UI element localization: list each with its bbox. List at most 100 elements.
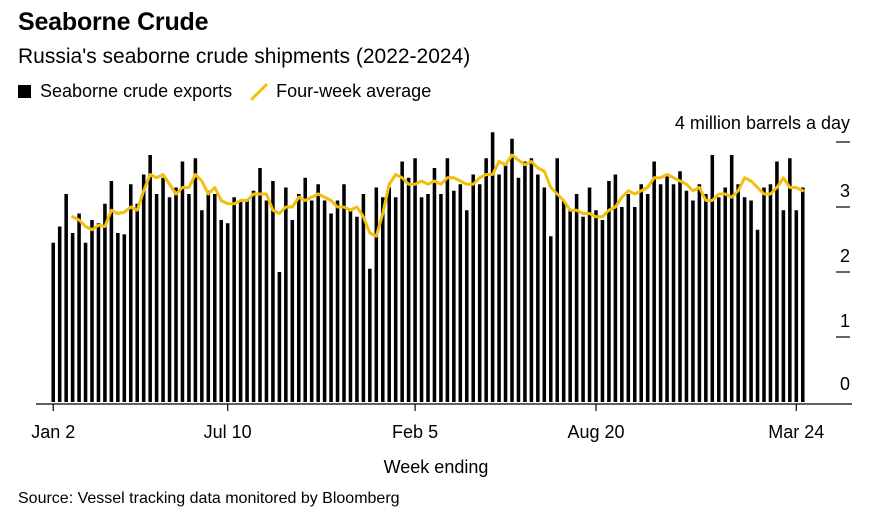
- bar-54: [400, 161, 404, 402]
- bar-51: [380, 197, 385, 402]
- y-tick-label-2: 2: [840, 246, 850, 266]
- bar-68: [490, 132, 495, 402]
- bar-0: [51, 242, 55, 402]
- chart-title: Seaborne Crude: [18, 8, 209, 36]
- bar-104: [723, 187, 727, 402]
- bar-107: [742, 197, 747, 402]
- bar-39: [303, 177, 307, 402]
- bar-42: [322, 200, 327, 402]
- bar-52: [387, 187, 391, 402]
- bar-29: [238, 200, 243, 402]
- bar-44: [335, 200, 340, 402]
- bar-75: [536, 174, 540, 402]
- bar-84: [594, 210, 598, 402]
- bar-74: [529, 158, 534, 402]
- bar-28: [232, 197, 236, 402]
- bar-100: [697, 184, 702, 402]
- bar-35: [277, 272, 282, 402]
- bar-60: [439, 194, 443, 402]
- bar-45: [342, 184, 346, 402]
- bar-62: [452, 190, 456, 402]
- bar-93: [652, 161, 656, 402]
- bar-21: [187, 194, 191, 402]
- bar-103: [716, 197, 721, 402]
- legend: Seaborne crude exports Four-week average: [18, 81, 431, 102]
- bar-5: [83, 242, 88, 402]
- bar-34: [271, 181, 275, 402]
- y-tick-label-0: 0: [840, 374, 850, 394]
- x-tick-label-2: Feb 5: [392, 422, 438, 442]
- bar-14: [141, 174, 146, 402]
- bar-65: [471, 174, 475, 402]
- bar-89: [626, 194, 631, 402]
- bar-41: [316, 184, 320, 402]
- x-tick-label-1: Jul 10: [204, 422, 252, 442]
- bar-15: [148, 155, 152, 402]
- bar-20: [180, 161, 185, 402]
- bar-96: [671, 184, 676, 402]
- bar-94: [658, 184, 663, 402]
- bar-2: [64, 194, 68, 402]
- bar-82: [581, 216, 585, 402]
- bar-112: [775, 161, 779, 402]
- bar-23: [200, 210, 204, 402]
- legend-line-swatch: [250, 83, 268, 101]
- bar-101: [704, 194, 708, 402]
- bar-22: [193, 158, 198, 402]
- bar-71: [510, 138, 514, 402]
- y-tick-label-3: 3: [840, 181, 850, 201]
- bar-40: [309, 200, 314, 402]
- bar-12: [128, 184, 133, 402]
- bar-53: [393, 197, 398, 402]
- bar-72: [516, 177, 521, 402]
- bar-115: [794, 210, 799, 402]
- bar-4: [77, 213, 81, 402]
- bar-81: [574, 194, 579, 402]
- bar-70: [503, 164, 508, 402]
- x-tick-label-3: Aug 20: [567, 422, 624, 442]
- bar-49: [368, 268, 372, 402]
- bar-90: [632, 207, 637, 402]
- bar-69: [497, 174, 501, 402]
- bar-7: [96, 223, 101, 402]
- bar-56: [413, 158, 417, 402]
- bar-1: [57, 226, 62, 402]
- bar-38: [296, 194, 301, 402]
- bar-31: [251, 190, 256, 402]
- bar-32: [258, 168, 262, 402]
- bar-50: [374, 187, 379, 402]
- bar-79: [561, 200, 566, 402]
- bar-66: [477, 184, 482, 402]
- legend-line-label: Four-week average: [276, 81, 432, 101]
- x-axis-title: Week ending: [384, 457, 489, 477]
- chart-subtitle: Russia's seaborne crude shipments (2022-…: [18, 45, 471, 68]
- bar-48: [361, 194, 366, 402]
- bar-27: [225, 223, 230, 402]
- bar-92: [645, 194, 650, 402]
- bar-63: [458, 184, 463, 402]
- bar-37: [290, 220, 295, 402]
- bar-30: [245, 200, 249, 402]
- bar-19: [174, 187, 178, 402]
- x-tick-label-4: Mar 24: [768, 422, 824, 442]
- bar-77: [548, 236, 553, 402]
- bar-33: [264, 200, 269, 402]
- source-note: Source: Vessel tracking data monitored b…: [18, 490, 400, 507]
- y-tick-label-1: 1: [840, 311, 850, 331]
- bar-18: [167, 197, 172, 402]
- bar-9: [109, 181, 114, 402]
- four-week-average-line: [71, 153, 805, 238]
- bar-76: [542, 187, 547, 402]
- bar-85: [600, 220, 605, 402]
- bar-116: [800, 187, 805, 402]
- bar-17: [161, 177, 165, 402]
- bar-16: [154, 194, 159, 402]
- bar-87: [613, 174, 618, 402]
- bar-102: [710, 155, 715, 402]
- bar-97: [678, 171, 682, 402]
- legend-bar-swatch: [18, 85, 31, 98]
- bar-99: [691, 200, 695, 402]
- bar-6: [90, 220, 94, 402]
- bar-80: [568, 210, 572, 402]
- bar-105: [729, 155, 734, 402]
